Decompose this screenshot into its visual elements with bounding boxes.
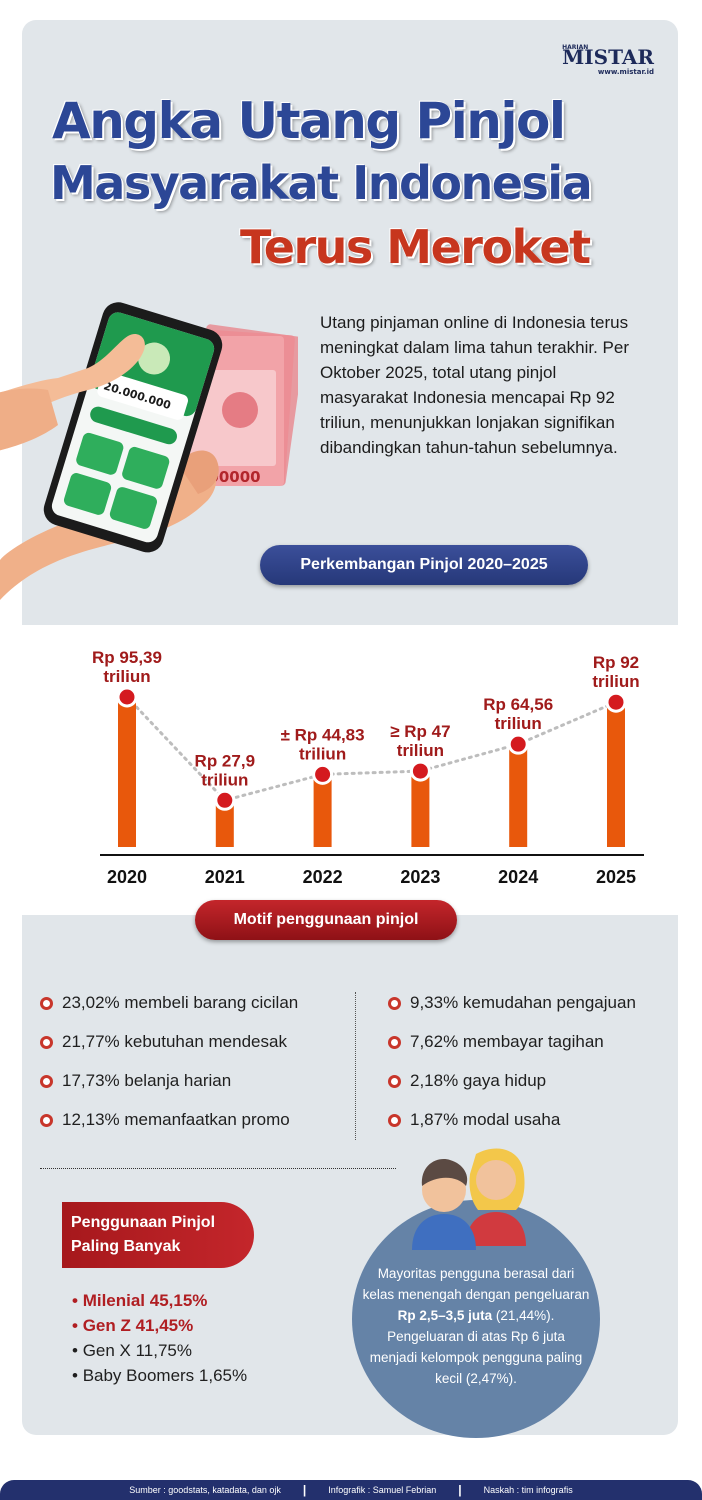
bullet-ring-icon [40, 996, 53, 1010]
motif-label: 7,62% membayar tagihan [410, 1032, 604, 1051]
data-label-2025: Rp 92 [593, 653, 639, 672]
bubble-text-part-1: Mayoritas pengguna berasal dari kelas me… [362, 1266, 590, 1302]
bullet-ring-icon [388, 1074, 401, 1088]
data-label-2021: triliun [201, 770, 248, 789]
motif-item: 2,18% gaya hidup [388, 1071, 546, 1091]
x-tick-label: 2021 [205, 867, 245, 887]
x-tick-label: 2023 [400, 867, 440, 887]
usage-item-label: Baby Boomers 1,65% [82, 1366, 248, 1385]
footer-separator: | [302, 1483, 307, 1497]
marker-2022 [312, 763, 334, 785]
title-line-3: Terus Meroket [240, 220, 591, 274]
markers-layer [116, 686, 627, 811]
usage-heading-line-1: Penggunaan Pinjol [71, 1214, 216, 1231]
section-divider [40, 1168, 396, 1169]
phone-icon: 20.000.000 [43, 302, 223, 553]
usage-heading-ribbon: Penggunaan Pinjol Paling Banyak [62, 1202, 254, 1268]
bar-2022 [313, 774, 332, 847]
motif-item: 12,13% memanfaatkan promo [40, 1110, 290, 1130]
motif-label: 1,87% modal usaha [410, 1110, 561, 1129]
footer-credits: Sumber : goodstats, katadata, dan ojk | … [0, 1480, 702, 1500]
marker-2023 [409, 760, 431, 782]
title-line-1: Angka Utang Pinjol [52, 92, 566, 150]
data-label-2022: triliun [299, 744, 346, 763]
motif-item: 21,77% kebutuhan mendesak [40, 1032, 287, 1052]
motif-label: 23,02% membeli barang cicilan [62, 993, 299, 1012]
motif-item: 17,73% belanja harian [40, 1071, 231, 1091]
data-label-2023: ≥ Rp 47 [390, 722, 450, 741]
people-icon [412, 1148, 526, 1250]
motif-label: 17,73% belanja harian [62, 1071, 232, 1090]
motif-item: 1,87% modal usaha [388, 1110, 560, 1130]
data-label-2021: Rp 27,9 [195, 751, 255, 770]
motif-label: 9,33% kemudahan pengajuan [410, 993, 636, 1012]
x-tick-label: 2020 [107, 867, 147, 887]
bullet-ring-icon [40, 1074, 53, 1088]
x-tick-labels-layer: 2020 2021 2022 2023 2024 2025 [107, 867, 636, 887]
usage-item-label: Gen X 11,75% [82, 1341, 193, 1360]
bar-2023 [411, 771, 430, 847]
footer-separator: | [458, 1483, 462, 1497]
motif-item: 7,62% membayar tagihan [388, 1032, 604, 1052]
logo-brand: MISTAR [562, 45, 654, 69]
trend-line [125, 695, 618, 802]
marker-2020 [116, 686, 138, 708]
usage-item: • Milenial 45,15% [72, 1291, 208, 1310]
footer-source: Sumber : goodstats, katadata, dan ojk [129, 1485, 281, 1495]
marker-2024 [507, 733, 529, 755]
usage-heading-line-2: Paling Banyak [71, 1238, 181, 1255]
data-label-2022: ± Rp 44,83 [281, 725, 365, 744]
x-tick-label: 2025 [596, 867, 636, 887]
chart-section-heading: Perkembangan Pinjol 2020–2025 [260, 545, 588, 585]
data-label-2020: Rp 95,39 [92, 648, 162, 667]
motif-label: 2,18% gaya hidup [410, 1071, 547, 1090]
data-label-2025: triliun [592, 672, 639, 691]
bullet-ring-icon [388, 996, 401, 1010]
usage-item-label: Gen Z 41,45% [82, 1316, 194, 1335]
marker-2021 [214, 789, 236, 811]
data-label-2023: triliun [397, 741, 444, 760]
motif-label: 21,77% kebutuhan mendesak [62, 1032, 287, 1051]
bar-2025 [607, 702, 625, 847]
data-label-2024: triliun [495, 714, 542, 733]
usage-item: • Gen X 11,75% [72, 1341, 193, 1360]
mistar-logo: HARIAN MISTAR www.mistar.id [562, 44, 654, 76]
motif-item: 9,33% kemudahan pengajuan [388, 993, 636, 1013]
usage-item-label: Milenial 45,15% [82, 1291, 208, 1310]
x-tick-label: 2022 [303, 867, 343, 887]
hand-phone-money-illustration: 100000 20.000.000 [0, 302, 298, 600]
bullet-ring-icon [388, 1113, 401, 1127]
bullet-ring-icon [40, 1035, 53, 1049]
usage-item: • Baby Boomers 1,65% [72, 1366, 248, 1385]
motif-section-heading: Motif penggunaan pinjol [195, 900, 457, 940]
usage-list: • Milenial 45,15% • Gen Z 41,45% • Gen X… [72, 1288, 247, 1388]
data-label-2024: Rp 64,56 [483, 695, 553, 714]
intro-paragraph: Utang pinjaman online di Indonesia terus… [320, 313, 629, 457]
footer-script: Naskah : tim infografis [483, 1485, 573, 1495]
bubble-text-part-2: (21,44%). Pengeluaran di atas Rp 6 juta … [369, 1308, 583, 1386]
logo-harian: HARIAN [562, 44, 589, 51]
spending-info-text: Mayoritas pengguna berasal dari kelas me… [362, 1263, 590, 1389]
marker-2025 [605, 691, 627, 713]
data-label-2020: triliun [103, 667, 150, 686]
bar-2024 [509, 744, 528, 847]
usage-item: • Gen Z 41,45% [72, 1316, 194, 1335]
bar-2020 [118, 697, 136, 847]
title-line-2: Masyarakat Indonesia [50, 156, 593, 210]
bars-layer [118, 697, 625, 847]
x-tick-label: 2024 [498, 867, 538, 887]
bar-2021 [215, 800, 234, 847]
bullet-ring-icon [40, 1113, 53, 1127]
motif-column-divider [355, 992, 356, 1140]
motif-label: 12,13% memanfaatkan promo [62, 1110, 290, 1129]
motif-item: 23,02% membeli barang cicilan [40, 993, 298, 1013]
bullet-ring-icon [388, 1035, 401, 1049]
footer-infographic: Infografik : Samuel Febrian [328, 1485, 437, 1495]
logo-url: www.mistar.id [597, 68, 654, 76]
bubble-text-bold: Rp 2,5–3,5 juta [397, 1308, 493, 1323]
